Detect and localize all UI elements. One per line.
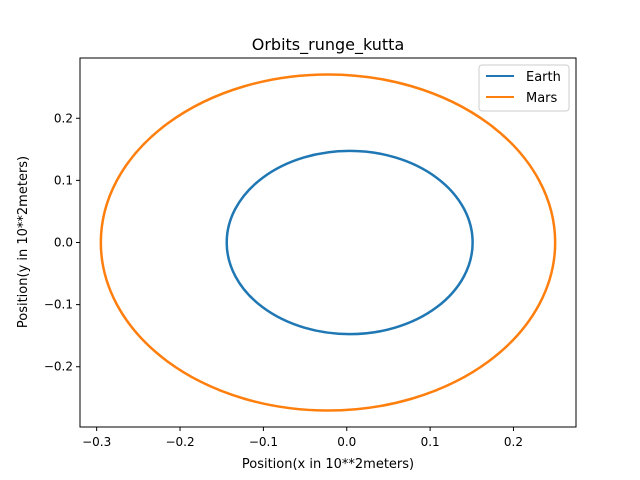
y-tick-label: 0.1: [54, 173, 73, 187]
x-tick-label: −0.1: [249, 435, 278, 449]
x-tick-label: 0.0: [337, 435, 356, 449]
y-tick-label: 0.0: [54, 236, 73, 250]
y-tick-label: 0.2: [54, 111, 73, 125]
plot-frame: [79, 57, 577, 428]
orbit-line-earth: [225, 149, 474, 336]
x-axis-label: Position(x in 10**2meters): [242, 457, 414, 472]
x-tick-label: 0.2: [504, 435, 523, 449]
legend: Earth Mars: [478, 64, 570, 112]
orbit-line-mars: [99, 73, 557, 412]
plot-area: [99, 73, 557, 412]
x-tick-label: 0.1: [421, 435, 440, 449]
y-tick-label: −0.2: [44, 360, 73, 374]
legend-label-earth: Earth: [526, 70, 561, 85]
legend-label-mars: Mars: [526, 91, 558, 106]
y-axis-label: Position(y in 10**2meters): [16, 156, 31, 328]
chart-title: Orbits_runge_kutta: [252, 35, 405, 55]
y-tick-label: −0.1: [44, 298, 73, 312]
axis-ticks: −0.3 −0.2 −0.1 0.0 0.1 0.2 −0.2 −0.1 0.0 0.1 0.2: [44, 111, 523, 449]
x-tick-label: −0.2: [165, 435, 194, 449]
x-tick-label: −0.3: [82, 435, 111, 449]
